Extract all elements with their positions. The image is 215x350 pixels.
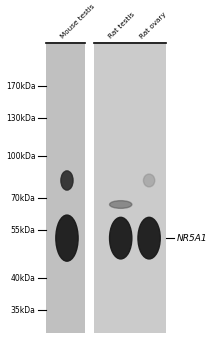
Text: 55kDa: 55kDa <box>11 226 35 234</box>
Ellipse shape <box>110 217 132 259</box>
Text: Mouse testis: Mouse testis <box>60 3 96 40</box>
Ellipse shape <box>61 171 73 190</box>
Text: 130kDa: 130kDa <box>6 113 35 122</box>
Ellipse shape <box>138 217 160 259</box>
Text: Rat testis: Rat testis <box>107 11 136 40</box>
Ellipse shape <box>56 215 78 261</box>
Text: NR5A1: NR5A1 <box>177 234 207 243</box>
Text: 35kDa: 35kDa <box>11 306 35 315</box>
Text: 170kDa: 170kDa <box>6 82 35 91</box>
Text: 100kDa: 100kDa <box>6 152 35 161</box>
Ellipse shape <box>143 174 155 187</box>
FancyBboxPatch shape <box>46 44 85 332</box>
Text: Rat ovary: Rat ovary <box>139 11 168 40</box>
Text: 70kDa: 70kDa <box>11 194 35 203</box>
Text: 40kDa: 40kDa <box>11 274 35 283</box>
Ellipse shape <box>110 201 132 208</box>
FancyBboxPatch shape <box>94 44 166 332</box>
